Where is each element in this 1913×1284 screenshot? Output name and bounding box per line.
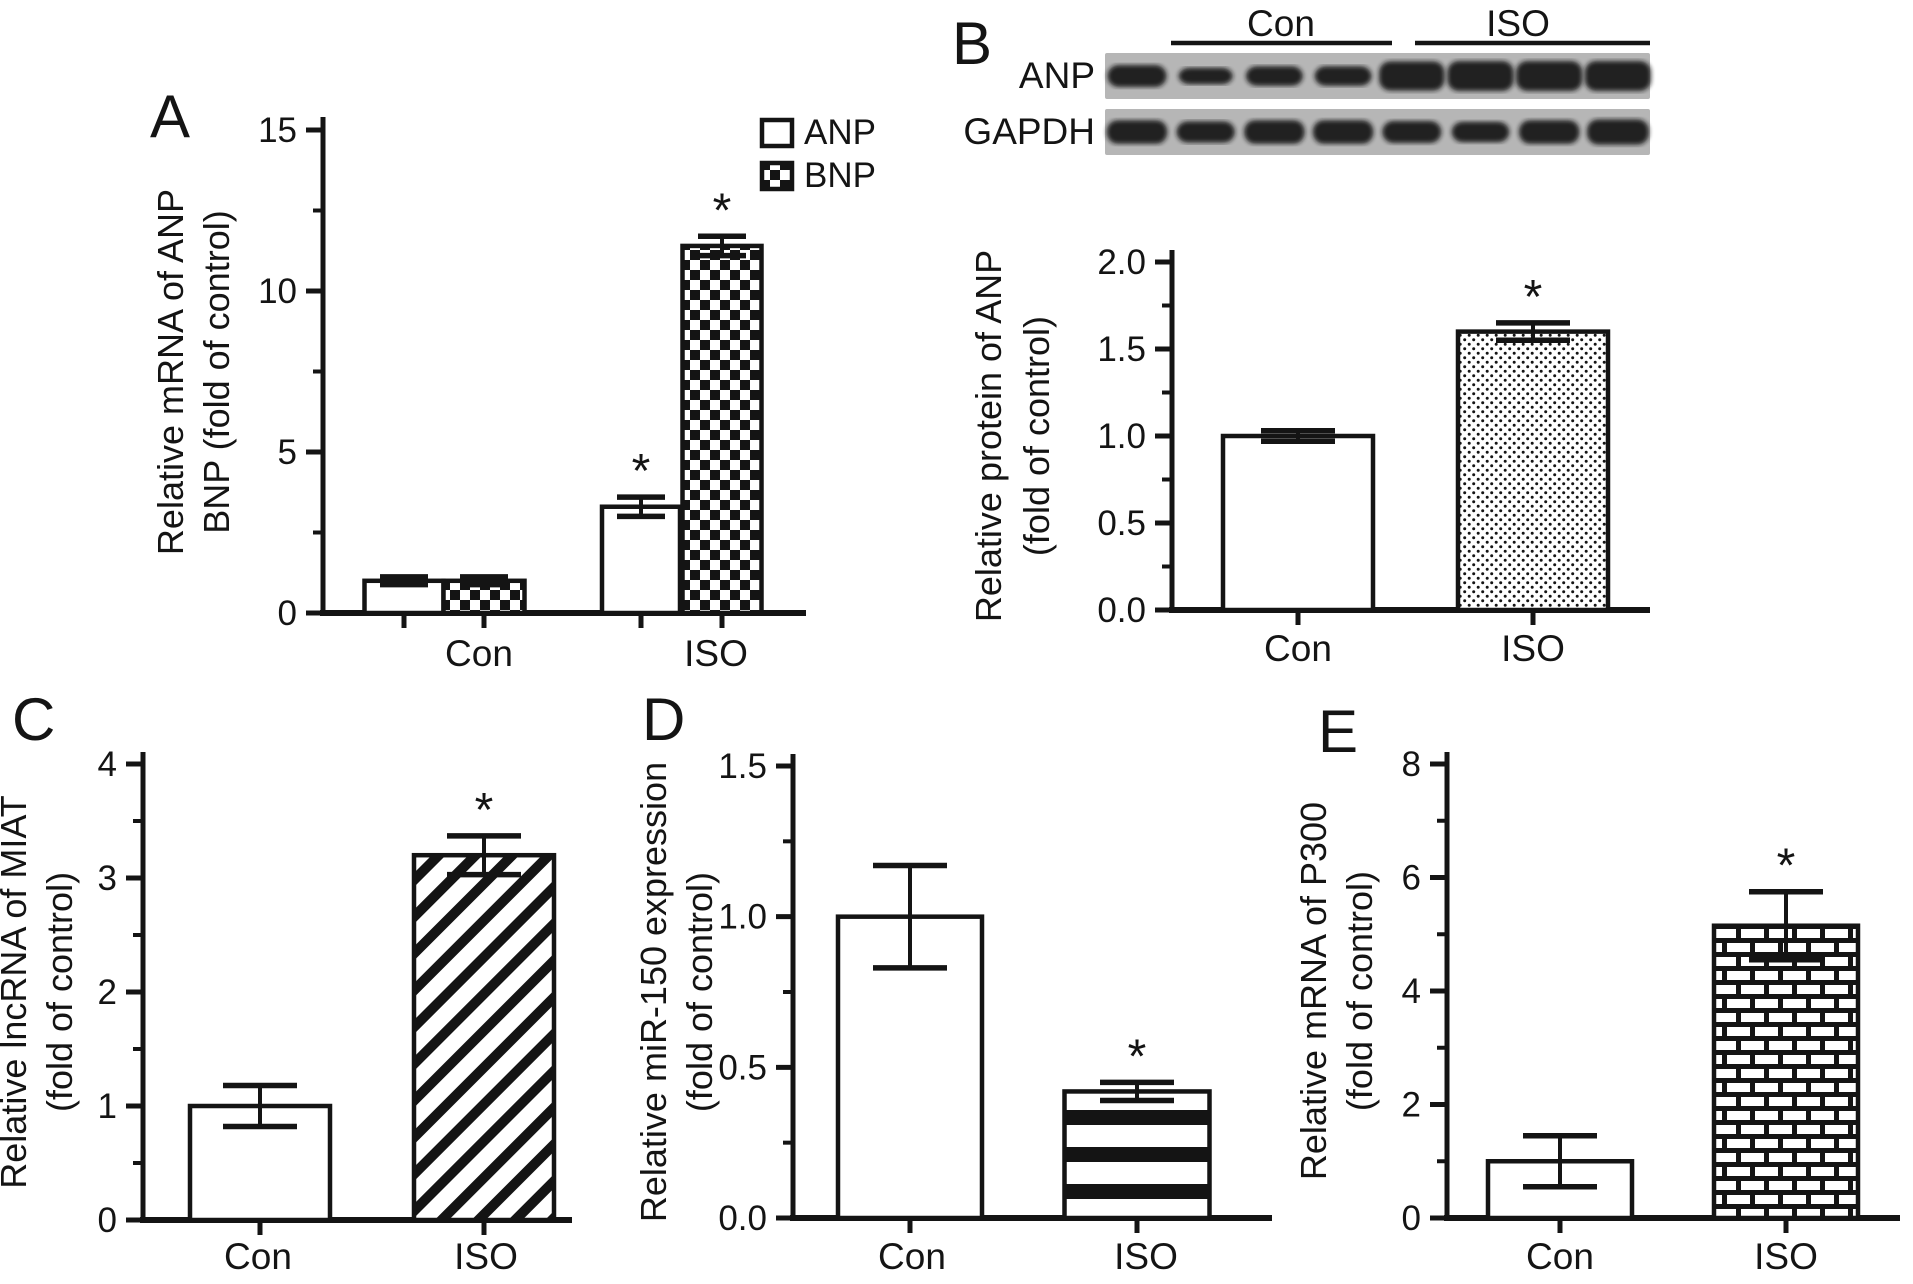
blot-band (1382, 121, 1442, 143)
y-axis-label-line: BNP (fold of control) (196, 210, 237, 533)
blot-band (1244, 120, 1305, 144)
y-axis-label-line: (fold of control) (1016, 316, 1057, 556)
panel-letter-E: E (1318, 698, 1358, 765)
blot-band (1519, 120, 1580, 144)
blot-band (1379, 61, 1445, 91)
panel-A: A Relative mRNA of ANP BNP (fold of contro… (150, 83, 876, 674)
bar-B-ISO (1455, 329, 1611, 613)
y-tick-label: 2 (98, 973, 117, 1012)
x-category-label: Con (445, 633, 513, 674)
y-tick-label: 4 (98, 745, 117, 784)
blot-band (1312, 120, 1374, 144)
significance-asterisk: * (713, 184, 732, 237)
bar-D-ISO (1062, 1089, 1212, 1221)
y-axis-label-line: Relative mRNA of P300 (1293, 802, 1334, 1180)
blot-band (1245, 66, 1303, 86)
x-category-label: ISO (1754, 1236, 1818, 1277)
blot-band (1106, 120, 1168, 144)
western-blot: Con ISO ANP GAPDH (963, 3, 1651, 155)
legend-label: ANP (804, 113, 876, 152)
legend-swatch-BNP (759, 160, 795, 192)
significance-asterisk: * (632, 445, 651, 498)
y-tick-label: 0.0 (1097, 591, 1146, 630)
bar-A-ISO-ANP (599, 504, 683, 616)
y-tick-label: 1.0 (1097, 417, 1146, 456)
panel-letter-B: B (952, 10, 992, 77)
panel-D: D Relative miR-150 expression (fold of con… (633, 686, 1272, 1277)
blot-group-label-con: Con (1247, 3, 1315, 44)
y-tick-label: 4 (1402, 972, 1421, 1011)
bar-B-Con (1220, 433, 1376, 613)
panel-C: C Relative lncRNA of MIAT(fold of control… (0, 686, 572, 1277)
bar-C-ISO (411, 852, 557, 1223)
y-tick-label: 1.5 (718, 747, 767, 786)
blot-band (1584, 61, 1651, 91)
panel-B: B Relative protein of ANP (fold of control… (952, 10, 1650, 669)
blot-band (1451, 121, 1510, 143)
blot-strip-ANP (1105, 53, 1650, 99)
blot-group-label-iso: ISO (1486, 3, 1550, 44)
y-tick-label: 2.0 (1097, 243, 1146, 282)
legend: ANP BNP (759, 113, 876, 195)
y-tick-label: 8 (1402, 745, 1421, 784)
y-tick-label: 10 (258, 272, 297, 311)
y-axis-label-line: Relative lncRNA of MIAT (0, 795, 34, 1188)
y-axis-label-line: (fold of control) (679, 872, 720, 1112)
y-tick-label: 3 (98, 859, 117, 898)
x-category-label: ISO (1501, 628, 1565, 669)
significance-asterisk: * (1777, 840, 1796, 893)
blot-strip-GAPDH (1105, 109, 1650, 155)
bar-A-ISO-BNP (680, 243, 764, 616)
significance-asterisk: * (1128, 1030, 1147, 1083)
y-axis-label-line: Relative miR-150 expression (633, 762, 674, 1222)
y-tick-label: 0 (1402, 1199, 1421, 1238)
significance-asterisk: * (1524, 271, 1543, 324)
x-category-label: Con (1264, 628, 1332, 669)
panel-letter-D: D (642, 686, 685, 753)
blot-band (1516, 61, 1583, 91)
y-tick-label: 1 (98, 1087, 117, 1126)
blot-band (1178, 67, 1233, 85)
panel-E: E Relative mRNA of P300 (fold of control) 0… (1293, 698, 1900, 1277)
y-tick-label: 1.5 (1097, 330, 1146, 369)
x-category-label: ISO (1114, 1236, 1178, 1277)
panel-letter-A: A (150, 83, 190, 150)
y-tick-label: 6 (1402, 859, 1421, 898)
x-category-label: Con (878, 1236, 946, 1277)
blot-row-label: GAPDH (963, 111, 1095, 152)
y-tick-label: 1.0 (718, 898, 767, 937)
blot-band (1447, 61, 1514, 91)
blot-band (1176, 121, 1235, 143)
y-axis-label-line: Relative protein of ANP (968, 250, 1009, 622)
y-tick-label: 0.5 (718, 1048, 767, 1087)
y-tick-label: 15 (258, 111, 297, 150)
y-axis-label-line: (fold of control) (1339, 871, 1380, 1111)
y-axis-label-line: Relative mRNA of ANP (150, 189, 191, 555)
x-category-label: Con (1526, 1236, 1594, 1277)
blot-band (1314, 66, 1372, 86)
blot-band (1107, 65, 1167, 87)
y-tick-label: 0 (98, 1201, 117, 1240)
x-category-label: ISO (454, 1236, 518, 1277)
panel-letter-C: C (12, 686, 55, 753)
legend-label: BNP (804, 156, 876, 195)
x-category-label: ISO (684, 633, 748, 674)
bar-E-ISO (1711, 923, 1861, 1221)
y-tick-label: 0.5 (1097, 504, 1146, 543)
x-category-label: Con (224, 1236, 292, 1277)
y-tick-label: 5 (278, 433, 297, 472)
y-axis-label-line: (fold of control) (39, 872, 80, 1112)
blot-band (1587, 119, 1649, 145)
y-tick-label: 0 (278, 594, 297, 633)
significance-asterisk: * (475, 784, 494, 837)
blot-row-label: ANP (1019, 55, 1095, 96)
legend-swatch-ANP (759, 117, 795, 149)
y-tick-label: 2 (1402, 1086, 1421, 1125)
y-tick-label: 0.0 (718, 1199, 767, 1238)
